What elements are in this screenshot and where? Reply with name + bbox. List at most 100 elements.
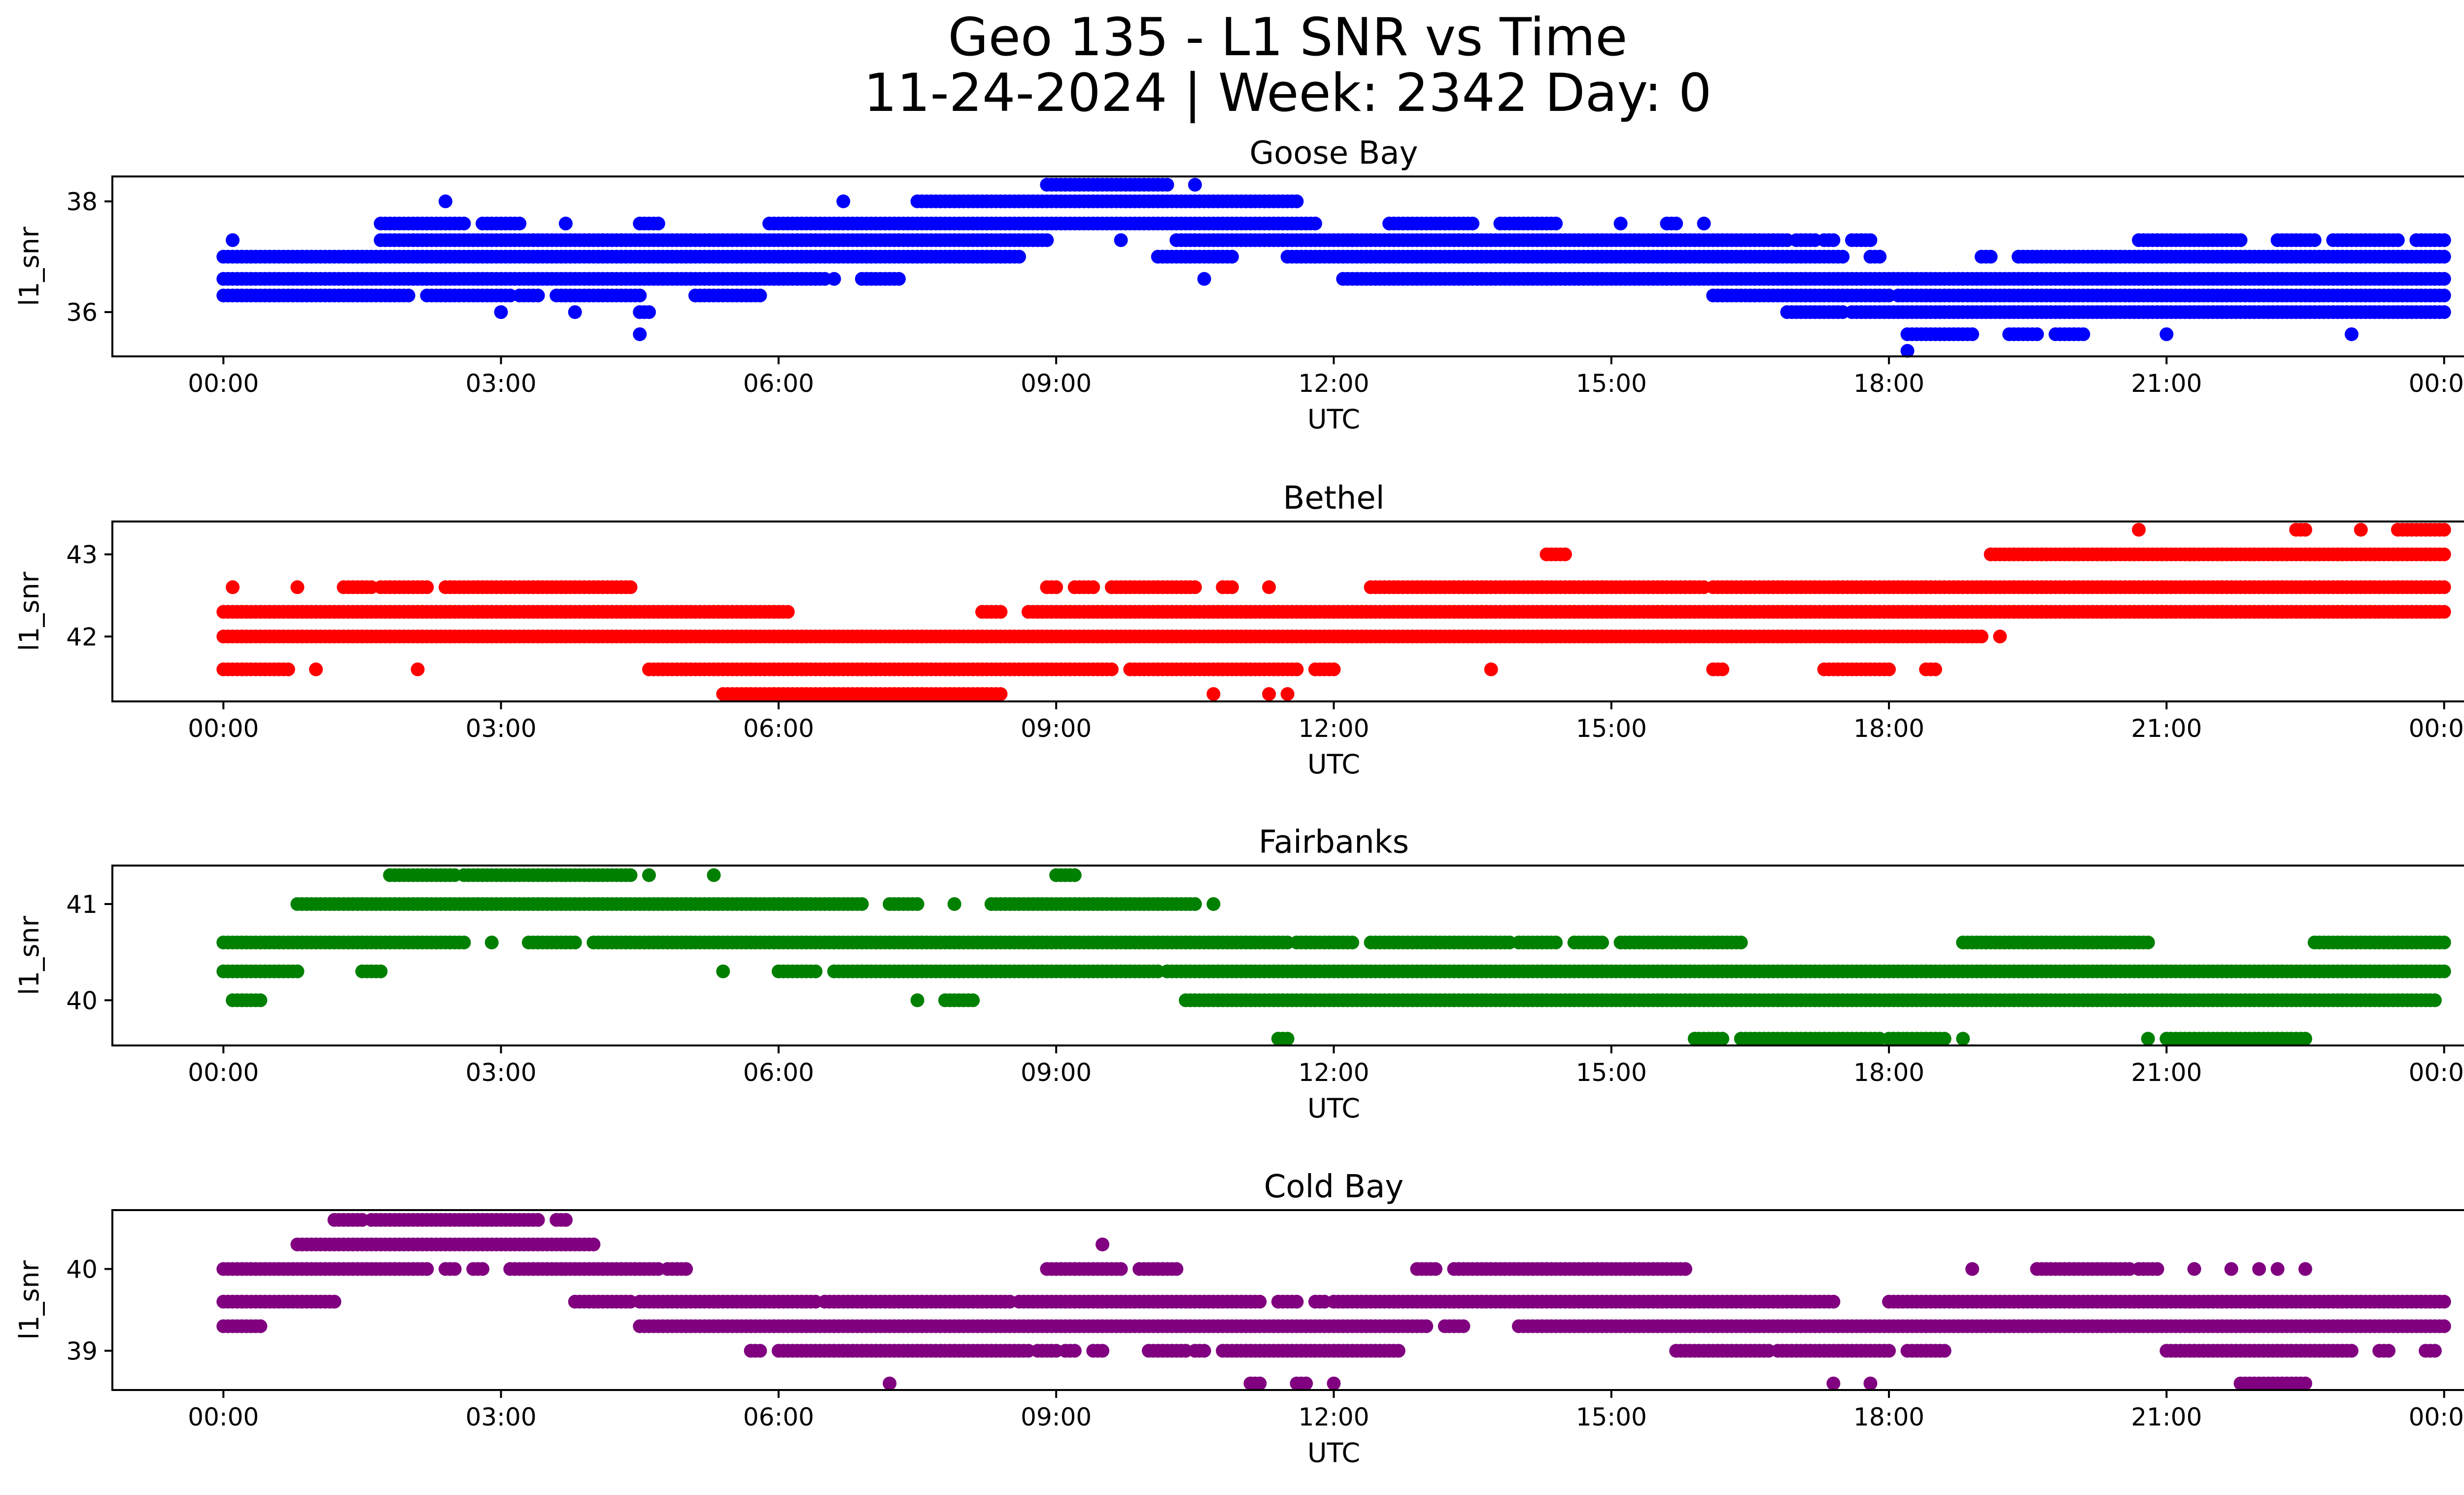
bethel-point	[290, 580, 305, 594]
fairbanks-x-tick-label: 15:00	[1576, 1058, 1647, 1087]
fairbanks-point	[966, 993, 980, 1008]
goose-bay-point	[401, 288, 415, 303]
fairbanks-point	[1206, 897, 1221, 911]
goose-bay-x-tick-label: 15:00	[1576, 369, 1647, 398]
bethel-x-axis-label: UTC	[1307, 749, 1360, 780]
bethel-x-tick-label: 21:00	[2131, 714, 2202, 743]
goose-bay-point	[633, 327, 647, 342]
goose-bay-point	[1290, 194, 1304, 209]
goose-bay-point	[1826, 233, 1841, 247]
fairbanks-point	[1937, 1032, 1951, 1046]
bethel-x-tick-label: 12:00	[1298, 714, 1369, 743]
goose-bay-x-tick-label: 18:00	[1853, 369, 1924, 398]
goose-bay-x-axis-label: UTC	[1307, 404, 1360, 435]
goose-bay-point	[1197, 272, 1211, 286]
bethel-point	[309, 662, 323, 676]
goose-bay-x-tick-label: 21:00	[2131, 369, 2202, 398]
bethel-point	[281, 662, 295, 676]
bethel-point	[1327, 662, 1341, 676]
fairbanks-point	[1549, 936, 1563, 950]
goose-bay-point	[513, 216, 527, 231]
bethel-x-tick-label: 03:00	[466, 714, 537, 743]
bethel-point	[781, 605, 795, 619]
fairbanks-point	[568, 936, 582, 950]
fairbanks-point	[2437, 964, 2451, 978]
fairbanks-point	[457, 936, 471, 950]
bethel-point	[2354, 522, 2368, 537]
fairbanks-point	[290, 964, 305, 978]
bethel-point	[993, 687, 1008, 701]
fairbanks-point	[623, 868, 638, 882]
goose-bay-point	[892, 272, 906, 286]
bethel-y-axis-label: l1_snr	[14, 571, 45, 651]
bethel-x-tick-label: 00:00	[2409, 714, 2464, 743]
goose-bay-point	[1012, 249, 1027, 264]
fairbanks-point	[2437, 936, 2451, 950]
goose-bay-point	[1114, 233, 1128, 247]
cold-bay-point	[586, 1237, 601, 1252]
bethel-point	[2437, 522, 2451, 537]
goose-bay-x-tick-label: 00:00	[2409, 369, 2464, 398]
goose-bay-point	[457, 216, 471, 231]
goose-bay-point	[651, 216, 665, 231]
goose-bay-point	[2437, 288, 2451, 303]
fairbanks-point	[642, 868, 656, 882]
fairbanks-point	[374, 964, 388, 978]
goose-bay-point	[226, 233, 240, 247]
fairbanks-point	[910, 993, 924, 1008]
goose-bay-point	[1040, 233, 1054, 247]
goose-bay-point	[1863, 233, 1878, 247]
bethel-x-tick-label: 15:00	[1576, 714, 1647, 743]
cold-bay-point	[1095, 1237, 1110, 1252]
goose-bay-point	[1549, 216, 1563, 231]
goose-bay-point	[1873, 249, 1887, 264]
goose-bay-point	[1225, 249, 1239, 264]
fairbanks-point	[1956, 1032, 1970, 1046]
bethel-point	[1086, 580, 1100, 594]
fairbanks-points	[216, 868, 2451, 1046]
goose-bay-point	[439, 194, 452, 209]
goose-bay-point	[2437, 305, 2451, 319]
fairbanks-point	[716, 964, 730, 978]
fairbanks-x-tick-label: 03:00	[466, 1058, 537, 1087]
goose-bay-point	[494, 305, 508, 319]
goose-bay-point	[2030, 327, 2044, 342]
goose-bay-point	[1984, 249, 1998, 264]
fairbanks-point	[855, 897, 869, 911]
goose-bay-point	[753, 288, 767, 303]
goose-bay-point	[2076, 327, 2090, 342]
goose-bay-x-tick-label: 09:00	[1021, 369, 1092, 398]
goose-bay-point	[2437, 249, 2451, 264]
cold-bay-point	[559, 1213, 573, 1227]
bethel-x-tick-label: 06:00	[743, 714, 814, 743]
bethel-point	[2132, 522, 2146, 537]
fairbanks-x-tick-label: 12:00	[1298, 1058, 1369, 1087]
goose-bay-point	[2344, 327, 2359, 342]
goose-bay-point	[559, 216, 573, 231]
fairbanks-point	[253, 993, 268, 1008]
fairbanks-x-tick-label: 00:00	[2409, 1058, 2464, 1087]
fairbanks-point	[1280, 1032, 1295, 1046]
goose-bay-point	[1466, 216, 1480, 231]
goose-bay-point	[2391, 233, 2405, 247]
goose-bay-point	[827, 272, 841, 286]
bethel-point	[1206, 687, 1221, 701]
bethel-point	[2437, 547, 2451, 561]
bethel-x-tick-label: 00:00	[188, 714, 259, 743]
fairbanks-x-axis-label: UTC	[1307, 1093, 1360, 1124]
bethel-point	[623, 580, 638, 594]
bethel-point	[1882, 662, 1896, 676]
goose-bay-point	[633, 288, 647, 303]
goose-bay-point	[1160, 177, 1174, 192]
fairbanks-x-tick-label: 18:00	[1853, 1058, 1924, 1087]
fairbanks-point	[1715, 1032, 1730, 1046]
bethel-point	[1974, 629, 1988, 644]
goose-bay-y-axis-label: l1_snr	[14, 226, 45, 306]
bethel-point	[1280, 687, 1295, 701]
goose-bay-point	[568, 305, 582, 319]
bethel-point	[226, 580, 240, 594]
